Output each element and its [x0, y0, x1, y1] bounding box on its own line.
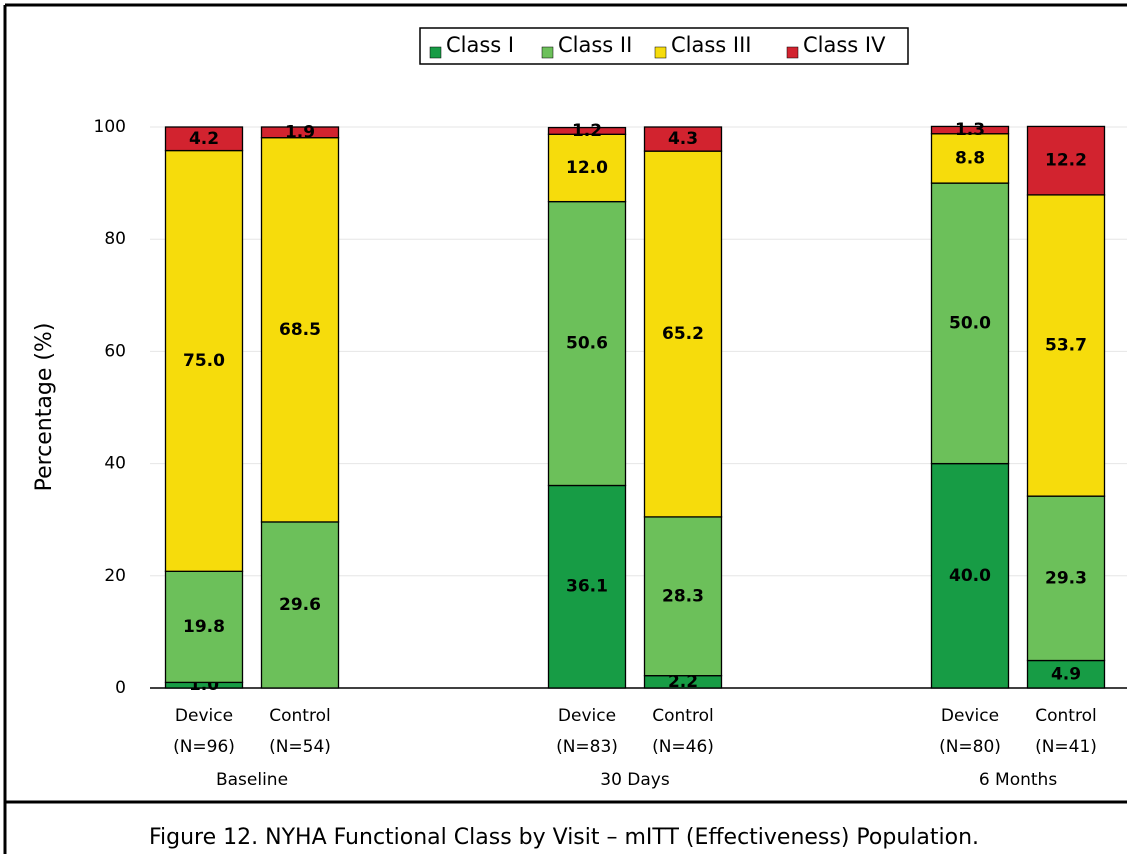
- bar-segment: [930, 125, 1010, 135]
- legend-label: Class III: [671, 33, 752, 57]
- data-label: 53.7: [1045, 336, 1087, 356]
- data-label: 2.2: [668, 672, 698, 692]
- bar-segment: [164, 149, 244, 572]
- bar-segment: [930, 133, 1010, 184]
- y-axis-label: Percentage (%): [32, 323, 57, 492]
- x-tick-label: (N=41): [1035, 737, 1097, 757]
- data-label: 12.0: [566, 158, 608, 178]
- group-label: Baseline: [216, 770, 288, 790]
- bar-segment: [547, 200, 627, 487]
- bar-segment: [164, 570, 244, 684]
- x-tick-label: (N=46): [652, 737, 714, 757]
- bar-segment: [643, 516, 723, 677]
- bar-segment: [260, 137, 340, 523]
- y-tick-label: 40: [104, 454, 126, 474]
- data-label: 65.2: [662, 324, 704, 344]
- data-label: 75.0: [183, 351, 225, 371]
- x-tick-label: Control: [269, 706, 330, 726]
- data-label: 12.2: [1045, 151, 1087, 171]
- data-label: 4.9: [1051, 664, 1081, 684]
- data-label: 29.6: [279, 595, 321, 615]
- data-label: 50.0: [949, 313, 991, 333]
- x-tick-label: (N=54): [269, 737, 331, 757]
- caption: Figure 12. NYHA Functional Class by Visi…: [149, 825, 979, 850]
- bar-segment: [164, 126, 244, 152]
- legend-label: Class IV: [803, 33, 886, 57]
- bar-segment: [547, 484, 627, 689]
- x-tick-label: Control: [652, 706, 713, 726]
- group-label: 30 Days: [600, 770, 670, 790]
- y-tick-label: 100: [94, 117, 126, 137]
- x-tick-label: Device: [941, 706, 999, 726]
- legend-swatch: [654, 46, 667, 59]
- bar-segment: [547, 126, 627, 135]
- data-label: 1.3: [955, 120, 985, 140]
- legend-swatch: [429, 46, 442, 59]
- bar-segment: [930, 182, 1010, 465]
- data-label: 4.3: [668, 129, 698, 149]
- data-label: 36.1: [566, 577, 608, 597]
- x-tick-label: Device: [175, 706, 233, 726]
- bar-segment: [260, 126, 340, 139]
- bar-segment: [930, 462, 1010, 689]
- data-label: 29.3: [1045, 568, 1087, 588]
- bar-segment: [260, 521, 340, 689]
- legend-label: Class II: [558, 33, 632, 57]
- data-label: 19.8: [183, 617, 225, 637]
- x-tick-label: (N=96): [173, 737, 235, 757]
- data-label: 68.5: [279, 320, 321, 340]
- y-tick-label: 0: [115, 678, 126, 698]
- data-label: 8.8: [955, 148, 985, 168]
- x-tick-label: (N=80): [939, 737, 1001, 757]
- y-tick-label: 20: [104, 566, 126, 586]
- data-label: 50.6: [566, 334, 608, 354]
- bar-segment: [1026, 194, 1106, 497]
- legend-label: Class I: [446, 33, 514, 57]
- x-tick-label: Control: [1035, 706, 1096, 726]
- y-tick-label: 60: [104, 341, 126, 361]
- data-label: 1.2: [572, 121, 602, 141]
- data-label: 1.9: [285, 122, 315, 142]
- bar-segment: [1026, 125, 1106, 196]
- x-tick-label: (N=83): [556, 737, 618, 757]
- data-label: 4.2: [189, 129, 219, 149]
- legend-swatch: [786, 46, 799, 59]
- bar-segment: [643, 150, 723, 518]
- bar-segment: [643, 126, 723, 152]
- data-label: 40.0: [949, 566, 991, 586]
- group-label: 6 Months: [979, 770, 1058, 790]
- x-tick-label: Device: [558, 706, 616, 726]
- data-label: 28.3: [662, 586, 704, 606]
- y-tick-label: 80: [104, 229, 126, 249]
- legend-swatch: [541, 46, 554, 59]
